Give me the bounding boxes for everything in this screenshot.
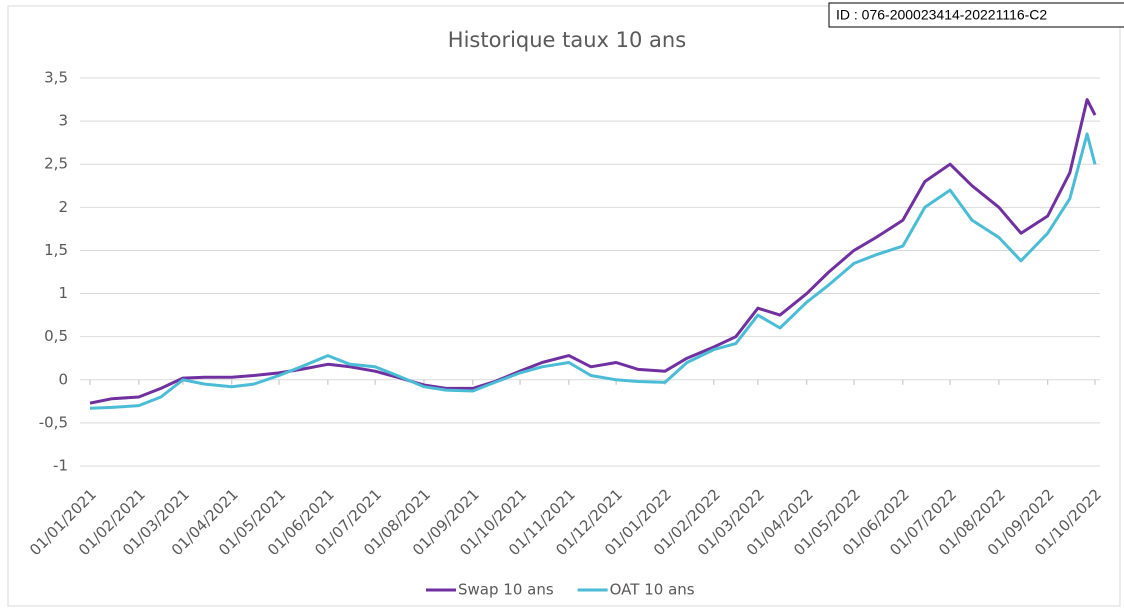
y-tick-label: 0: [58, 370, 68, 388]
y-tick-label: 3,5: [44, 69, 68, 87]
series-line: [89, 132, 1097, 410]
chart-frame: [7, 5, 1121, 607]
legend-label: Swap 10 ans: [458, 581, 554, 599]
y-tick-label: -0,5: [39, 413, 68, 431]
legend-label: OAT 10 ans: [610, 581, 695, 599]
y-tick-label: 3: [58, 112, 68, 130]
y-tick-label: 2: [58, 198, 68, 216]
id-stamp: ID : 076-200023414-20221116-C2: [828, 2, 1124, 28]
y-tick-label: 0,5: [44, 327, 68, 345]
y-tick-label: 2,5: [44, 155, 68, 173]
y-tick-label: 1,5: [44, 241, 68, 259]
id-stamp-text: ID : 076-200023414-20221116-C2: [836, 7, 1047, 23]
y-tick-label: -1: [53, 457, 68, 475]
y-tick-label: 1: [58, 284, 68, 302]
id-stamp-box: [828, 2, 1124, 28]
chart-title: Historique taux 10 ans: [448, 28, 686, 52]
series-line: [89, 98, 1097, 405]
